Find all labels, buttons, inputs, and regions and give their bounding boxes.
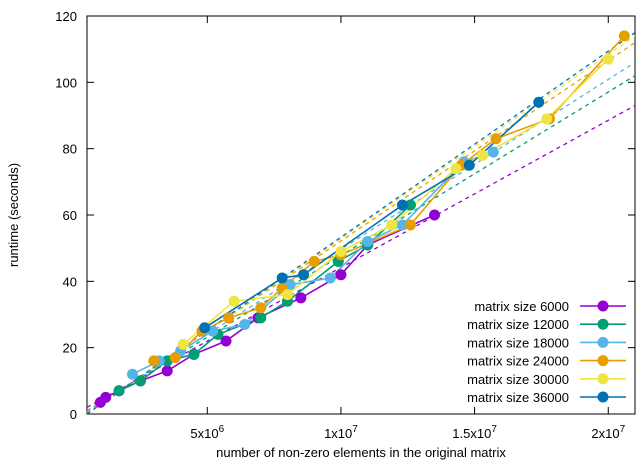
data-point-series-0 xyxy=(161,365,173,377)
y-axis-label: runtime (seconds) xyxy=(6,163,21,267)
data-point-series-4 xyxy=(228,295,240,307)
x-tick-label: 5x106 xyxy=(190,424,224,441)
data-point-series-4 xyxy=(450,163,462,175)
data-point-series-1 xyxy=(113,385,125,397)
legend-marker xyxy=(597,318,609,330)
y-tick-label: 80 xyxy=(63,142,77,157)
data-point-series-5 xyxy=(533,96,545,108)
data-point-series-3 xyxy=(404,219,416,231)
data-point-series-3 xyxy=(223,312,235,324)
data-point-series-5 xyxy=(298,269,310,281)
data-point-series-0 xyxy=(100,391,112,403)
x-tick-mantissa: 1.5x10 xyxy=(452,426,491,441)
data-point-series-5 xyxy=(463,159,475,171)
y-tick-label: 20 xyxy=(63,341,77,356)
data-point-series-4 xyxy=(177,338,189,350)
data-point-series-0 xyxy=(220,335,232,347)
series-points xyxy=(94,30,630,408)
legend-marker xyxy=(597,355,609,367)
data-point-series-4 xyxy=(541,113,553,125)
series-line-5 xyxy=(204,101,540,329)
y-tick-label: 100 xyxy=(55,75,77,90)
data-point-series-3 xyxy=(308,255,320,267)
legend: matrix size 6000 matrix size 12000 matrix … xyxy=(467,299,626,405)
legend-marker xyxy=(597,300,609,312)
y-tick-label: 60 xyxy=(63,208,77,223)
legend-marker xyxy=(597,373,609,385)
legend-label: matrix size 24000 xyxy=(467,354,569,369)
data-point-series-2 xyxy=(239,318,251,330)
data-point-series-4 xyxy=(335,245,347,257)
x-tick-exponent: 6 xyxy=(219,424,225,435)
y-tick-label: 120 xyxy=(55,9,77,24)
legend-label: matrix size 12000 xyxy=(467,317,569,332)
data-point-series-4 xyxy=(386,219,398,231)
x-tick-mantissa: 2x10 xyxy=(591,426,619,441)
data-point-series-2 xyxy=(487,146,499,158)
x-tick-mantissa: 1x10 xyxy=(324,426,352,441)
y-axis: 0 20 40 60 80 100 120 xyxy=(55,9,635,422)
legend-label: matrix size 30000 xyxy=(467,372,569,387)
x-tick-exponent: 7 xyxy=(491,424,497,435)
data-point-series-2 xyxy=(126,368,138,380)
data-point-series-0 xyxy=(429,209,441,221)
y-tick-label: 0 xyxy=(70,407,77,422)
data-point-series-3 xyxy=(255,302,267,314)
x-tick-exponent: 7 xyxy=(620,424,626,435)
y-tick-label: 40 xyxy=(63,274,77,289)
data-point-series-5 xyxy=(199,322,211,334)
data-point-series-4 xyxy=(281,289,293,301)
data-point-series-3 xyxy=(618,30,630,42)
x-axis: 5x106 1x107 1.5x107 2x107 xyxy=(190,16,626,441)
x-tick-label: 1x107 xyxy=(324,424,358,441)
x-tick-exponent: 7 xyxy=(352,424,358,435)
x-tick-mantissa: 5x10 xyxy=(190,426,218,441)
data-point-series-1 xyxy=(188,348,200,360)
data-point-series-3 xyxy=(169,352,181,364)
data-point-series-2 xyxy=(362,236,374,248)
data-point-series-4 xyxy=(602,53,614,65)
legend-label: matrix size 18000 xyxy=(467,335,569,350)
data-point-series-4 xyxy=(477,149,489,161)
data-point-series-3 xyxy=(148,355,160,367)
legend-label: matrix size 6000 xyxy=(474,299,569,314)
data-point-series-1 xyxy=(255,312,267,324)
fit-line-series-3 xyxy=(87,41,635,413)
data-point-series-5 xyxy=(396,199,408,211)
fit-line-series-4 xyxy=(87,35,635,414)
data-point-series-5 xyxy=(276,272,288,284)
data-point-series-2 xyxy=(396,219,408,231)
x-tick-label: 2x107 xyxy=(591,424,625,441)
data-point-series-1 xyxy=(134,375,146,387)
legend-label: matrix size 36000 xyxy=(467,390,569,405)
data-point-series-0 xyxy=(335,269,347,281)
legend-marker xyxy=(597,336,609,348)
x-axis-label: number of non-zero elements in the origi… xyxy=(216,445,506,460)
data-point-series-1 xyxy=(404,199,416,211)
legend-marker xyxy=(597,391,609,403)
x-tick-label: 1.5x107 xyxy=(452,424,497,441)
data-point-series-0 xyxy=(295,292,307,304)
data-point-series-2 xyxy=(324,272,336,284)
data-point-series-3 xyxy=(490,133,502,145)
